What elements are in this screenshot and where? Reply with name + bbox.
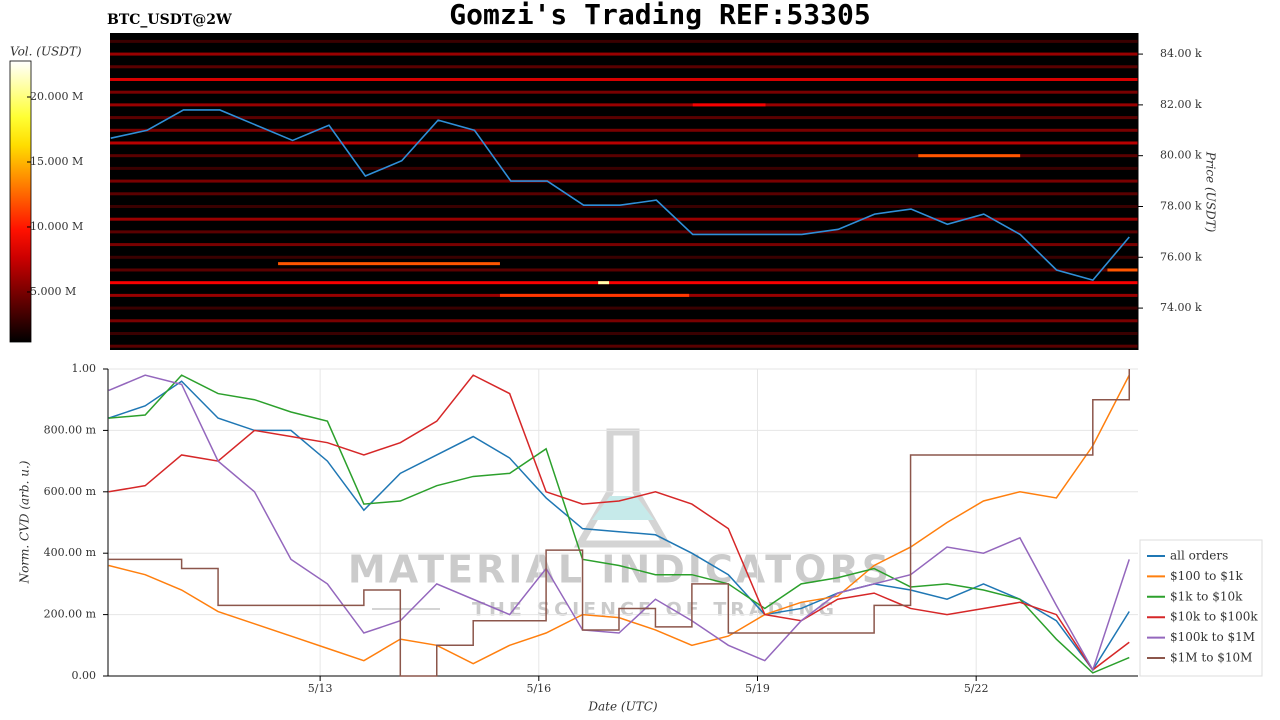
legend-label: $100k to $1M xyxy=(1170,630,1255,644)
y-tick-label: 78.00 k xyxy=(1160,199,1202,212)
heatmap-level xyxy=(110,281,1138,285)
colorbar-tick-label: 5.000 M xyxy=(30,285,76,298)
heatmap-level xyxy=(110,268,1138,272)
price-line xyxy=(110,109,1130,282)
y-tick-label: 200.00 m xyxy=(44,608,97,621)
heatmap-level xyxy=(110,331,1138,335)
heatmap-level xyxy=(110,243,1138,247)
series-line xyxy=(108,374,1130,672)
y-tick-label: 400.00 m xyxy=(44,546,97,559)
y-tick-label: 600.00 m xyxy=(44,485,97,498)
heatmap-level xyxy=(110,230,1138,234)
series-line xyxy=(108,380,1130,672)
y-tick-label: 80.00 k xyxy=(1160,149,1202,162)
heatmap-level xyxy=(110,52,1138,56)
x-axis-label: Date (UTC) xyxy=(587,700,657,714)
y-tick-label: 800.00 m xyxy=(44,423,97,436)
legend xyxy=(1139,539,1263,677)
heatmap-level xyxy=(110,319,1138,323)
legend-label: all orders xyxy=(1170,549,1228,563)
y-tick-label: 76.00 k xyxy=(1160,250,1202,263)
x-tick-label: 5/16 xyxy=(526,682,551,695)
heatmap-level xyxy=(110,306,1138,310)
heatmap-wall xyxy=(918,154,1021,158)
y-tick-label: 1.00 xyxy=(72,362,97,375)
heatmap-level xyxy=(110,192,1138,196)
heatmap-wall xyxy=(692,103,766,107)
series-line xyxy=(108,374,1130,671)
colorbar xyxy=(9,60,32,343)
series-line xyxy=(108,369,1130,677)
x-tick-label: 5/22 xyxy=(964,682,989,695)
heatmap-wall xyxy=(278,262,500,266)
heatmap-level xyxy=(110,103,1138,107)
colorbar-tick-label: 15.000 M xyxy=(30,155,83,168)
legend-label: $1M to $10M xyxy=(1170,651,1252,665)
heatmap-level xyxy=(110,65,1138,69)
heatmap-level xyxy=(110,90,1138,94)
heatmap-level xyxy=(110,154,1138,158)
legend-label: $100 to $1k xyxy=(1170,569,1243,583)
heatmap-wall xyxy=(598,281,610,285)
watermark-text: MATERIAL INDICATORS xyxy=(348,548,892,592)
heatmap-level xyxy=(110,344,1138,348)
y-tick-label: 82.00 k xyxy=(1160,98,1202,111)
x-tick-label: 5/19 xyxy=(745,682,770,695)
x-tick-label: 5/13 xyxy=(308,682,333,695)
heatmap-level xyxy=(110,116,1138,120)
y-tick-label: 84.00 k xyxy=(1160,47,1202,60)
heatmap-level xyxy=(110,128,1138,132)
colorbar-label: Vol. (USDT) xyxy=(10,45,82,59)
y-axis-label: Norm. CVD (arb. u.) xyxy=(18,460,32,584)
heatmap-background xyxy=(110,33,1138,350)
heatmap-level xyxy=(110,77,1138,81)
chart-subtitle: BTC_USDT@2W xyxy=(107,12,232,28)
y-tick-label: 74.00 k xyxy=(1160,301,1202,314)
y-tick-label: 0.00 xyxy=(72,669,97,682)
y-axis-label: Price (USDT) xyxy=(1204,151,1218,233)
colorbar-tick-label: 20.000 M xyxy=(30,90,83,103)
legend-label: $10k to $100k xyxy=(1170,610,1258,624)
colorbar-tick-label: 10.000 M xyxy=(30,220,83,233)
heatmap-level xyxy=(110,179,1138,183)
legend-label: $1k to $10k xyxy=(1170,589,1243,603)
heatmap-level xyxy=(110,39,1138,43)
heatmap-level xyxy=(110,166,1138,170)
heatmap-level xyxy=(110,255,1138,259)
heatmap-level xyxy=(110,141,1138,145)
chart-title: Gomzi's Trading REF:53305 xyxy=(449,0,870,31)
series-line xyxy=(108,374,1130,674)
heatmap-wall xyxy=(499,293,690,297)
heatmap-wall xyxy=(1107,268,1138,272)
heatmap-level xyxy=(110,217,1138,221)
heatmap-level xyxy=(110,204,1138,208)
